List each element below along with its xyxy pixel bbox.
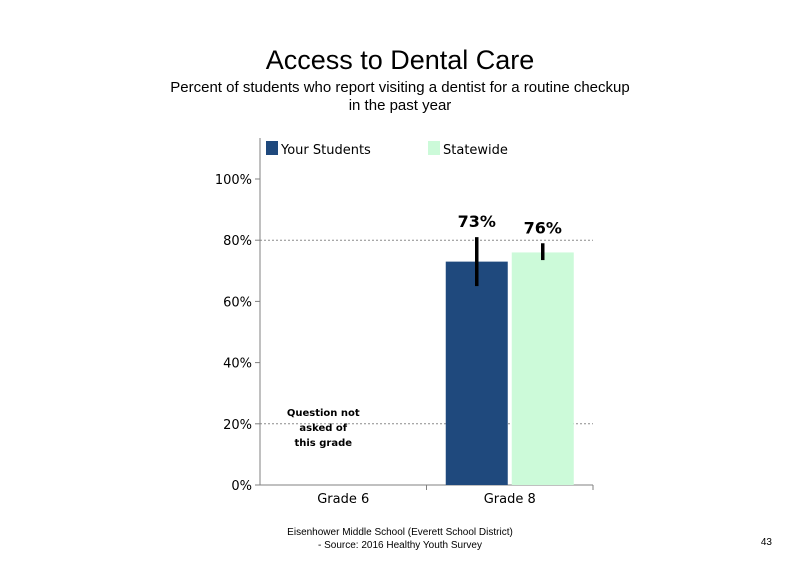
legend-swatch — [266, 141, 278, 155]
footer-source: - Source: 2016 Healthy Youth Survey — [318, 540, 482, 551]
data-label: 73% — [458, 212, 496, 231]
y-tick-label: 20% — [223, 418, 252, 433]
legend-swatch — [428, 141, 440, 155]
y-tick-label: 40% — [223, 357, 252, 372]
chart-subtitle: Percent of students who report visiting … — [170, 79, 630, 114]
source-footer: Eisenhower Middle School (Everett School… — [250, 526, 550, 552]
annotation-text: asked of — [299, 423, 347, 434]
data-label: 76% — [524, 218, 562, 237]
annotation-text: Question not — [287, 408, 360, 419]
bar — [445, 261, 508, 485]
x-tick-label: Grade 8 — [484, 492, 536, 507]
legend-label: Statewide — [443, 143, 508, 158]
legend-label: Your Students — [280, 143, 371, 158]
y-tick-label: 0% — [231, 479, 252, 494]
annotation-text: this grade — [294, 438, 352, 449]
y-tick-label: 80% — [223, 234, 252, 249]
page-number: 43 — [760, 537, 772, 548]
x-tick-label: Grade 6 — [317, 492, 369, 507]
chart-title: Access to Dental Care — [265, 45, 535, 75]
bar — [511, 252, 574, 485]
footer-school: Eisenhower Middle School (Everett School… — [287, 527, 513, 538]
y-tick-label: 100% — [215, 173, 252, 188]
y-tick-label: 60% — [223, 295, 252, 310]
